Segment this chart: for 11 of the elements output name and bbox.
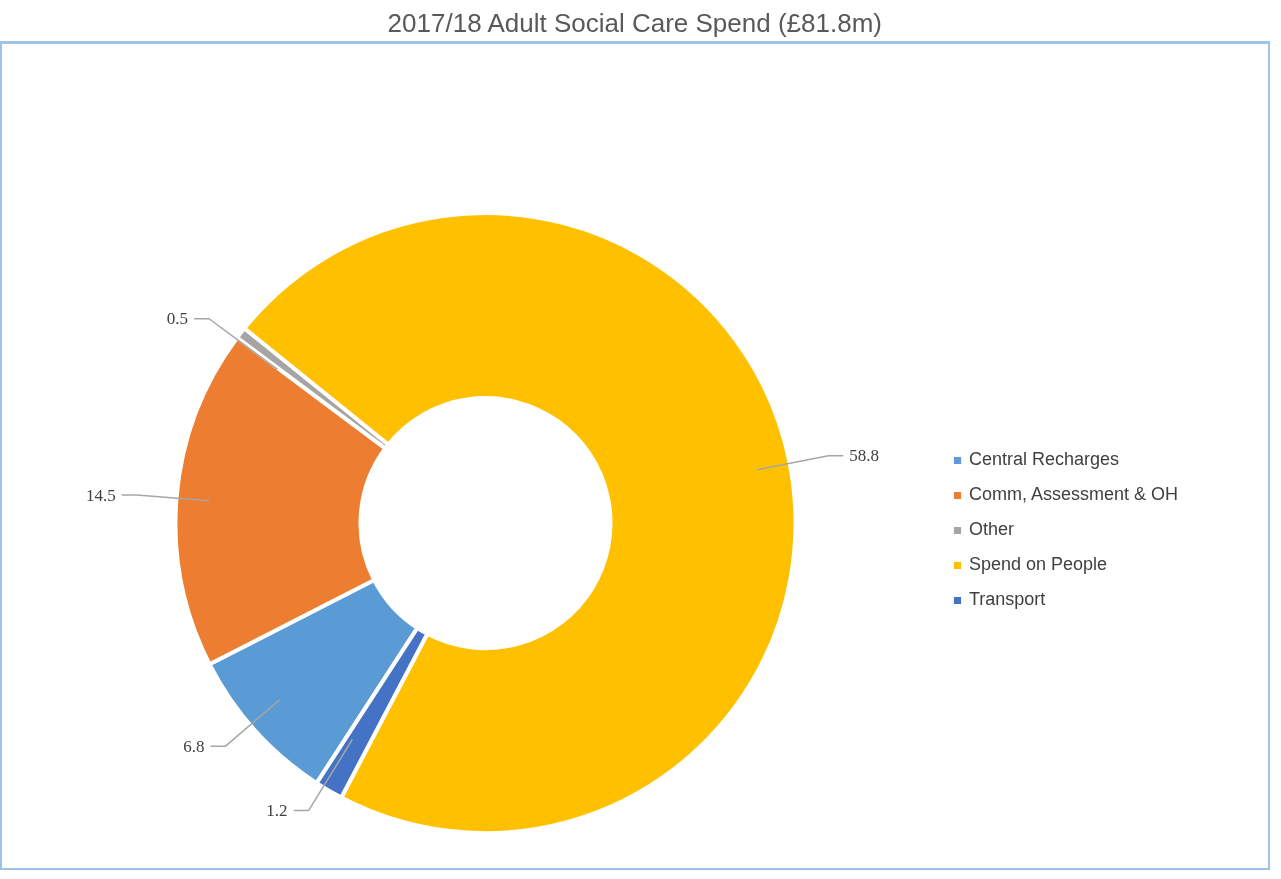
legend-label: Comm, Assessment & OH: [969, 484, 1179, 505]
data-label: 14.5: [85, 485, 116, 505]
legend-label: Transport: [969, 589, 1046, 610]
data-label: 6.8: [183, 736, 205, 756]
legend-label: Other: [969, 519, 1015, 540]
chart-title: 2017/18 Adult Social Care Spend (£81.8m): [387, 7, 882, 38]
legend-label: Spend on People: [969, 554, 1108, 575]
data-label: 58.8: [849, 446, 880, 466]
data-label: 0.5: [166, 309, 189, 329]
legend-label: Central Recharges: [969, 449, 1120, 470]
data-label: 1.2: [266, 801, 288, 821]
